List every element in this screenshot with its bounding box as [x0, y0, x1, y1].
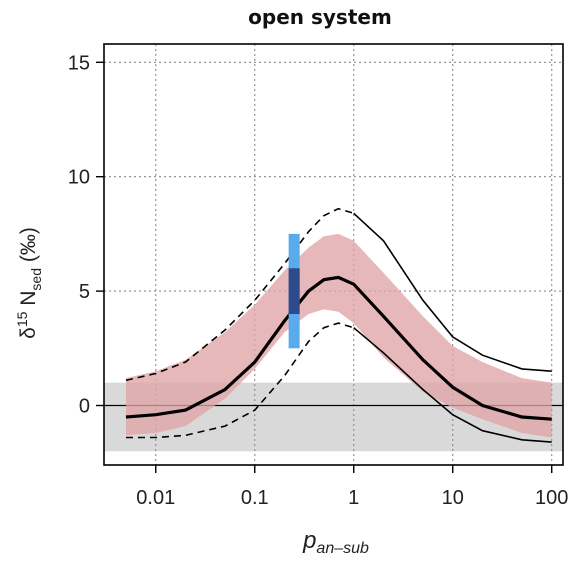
y-tick-label: 10	[68, 167, 90, 189]
observation-layer	[288, 233, 300, 349]
y-axis-label: δ15 Nsed (‰)	[14, 227, 44, 339]
observation-range-inner	[288, 268, 300, 314]
series-layer	[125, 207, 552, 443]
lower-bound-curve-dashed	[126, 322, 354, 439]
x-tick-label: 0.1	[241, 487, 269, 509]
central-curve	[125, 275, 552, 421]
x-tick-label: 100	[535, 487, 568, 509]
x-tick-label: 10	[442, 487, 464, 509]
y-tick-label: 15	[68, 52, 90, 74]
y-tick-label: 5	[79, 281, 90, 303]
uncertainty-band	[126, 233, 552, 438]
x-tick-label: 1	[348, 487, 359, 509]
tick-layer: 0.01 0.1 1 10 100 0 5 10 15	[68, 52, 569, 509]
x-tick-label: 0.01	[136, 487, 175, 509]
upper-bound-curve-solid	[353, 212, 552, 372]
chart-title: open system	[248, 5, 392, 29]
y-tick-label: 0	[79, 396, 90, 418]
lower-bound-curve-solid	[353, 327, 552, 443]
plot-frame	[103, 43, 564, 466]
x-axis-label: pan–sub	[302, 527, 369, 557]
